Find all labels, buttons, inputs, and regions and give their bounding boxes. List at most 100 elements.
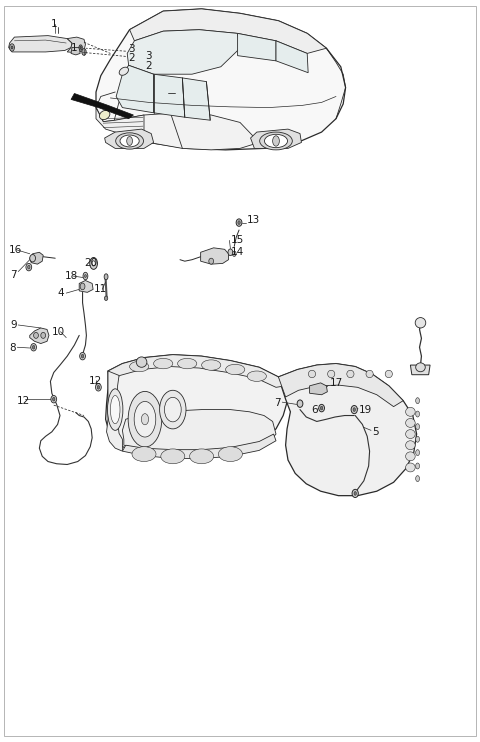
Ellipse shape xyxy=(321,406,323,410)
Text: 19: 19 xyxy=(359,404,372,415)
Ellipse shape xyxy=(385,370,393,378)
Polygon shape xyxy=(278,364,403,407)
Ellipse shape xyxy=(51,395,57,403)
Polygon shape xyxy=(127,30,240,74)
Ellipse shape xyxy=(354,491,356,496)
Ellipse shape xyxy=(236,219,242,226)
Ellipse shape xyxy=(120,135,139,147)
Ellipse shape xyxy=(116,133,144,149)
Polygon shape xyxy=(30,328,49,344)
Text: 11: 11 xyxy=(94,284,107,295)
Ellipse shape xyxy=(366,370,373,378)
Text: 6: 6 xyxy=(311,404,318,415)
Text: 7: 7 xyxy=(275,398,281,408)
Polygon shape xyxy=(108,355,286,387)
Text: 12: 12 xyxy=(17,395,30,406)
Ellipse shape xyxy=(132,447,156,462)
Ellipse shape xyxy=(164,398,181,421)
Text: 5: 5 xyxy=(372,427,379,437)
Text: 10: 10 xyxy=(52,326,65,337)
Polygon shape xyxy=(238,33,276,61)
Ellipse shape xyxy=(406,452,415,461)
Ellipse shape xyxy=(264,134,288,148)
Polygon shape xyxy=(276,41,308,73)
Ellipse shape xyxy=(218,447,242,462)
Polygon shape xyxy=(30,252,43,264)
Ellipse shape xyxy=(416,424,420,430)
Text: 14: 14 xyxy=(230,247,244,257)
Ellipse shape xyxy=(406,430,415,439)
Text: 20: 20 xyxy=(84,258,97,269)
Ellipse shape xyxy=(327,370,335,378)
Polygon shape xyxy=(71,93,133,119)
Ellipse shape xyxy=(134,401,156,437)
Ellipse shape xyxy=(159,390,186,429)
Ellipse shape xyxy=(79,45,83,50)
Polygon shape xyxy=(410,365,430,375)
Ellipse shape xyxy=(80,46,81,49)
Text: 8: 8 xyxy=(10,343,16,353)
Polygon shape xyxy=(96,108,144,135)
Ellipse shape xyxy=(97,386,100,389)
Ellipse shape xyxy=(416,450,420,456)
Ellipse shape xyxy=(136,357,147,367)
Polygon shape xyxy=(71,47,80,55)
Text: 18: 18 xyxy=(65,271,78,281)
Ellipse shape xyxy=(319,404,324,412)
Polygon shape xyxy=(107,371,122,451)
Ellipse shape xyxy=(90,257,97,269)
Ellipse shape xyxy=(247,371,266,381)
Ellipse shape xyxy=(260,132,292,150)
Polygon shape xyxy=(122,410,276,453)
Ellipse shape xyxy=(161,449,185,464)
Ellipse shape xyxy=(416,363,425,372)
Ellipse shape xyxy=(202,360,221,370)
Text: 3: 3 xyxy=(129,44,135,54)
Polygon shape xyxy=(201,248,228,264)
Ellipse shape xyxy=(226,364,245,375)
Text: 1: 1 xyxy=(50,19,57,29)
Ellipse shape xyxy=(406,441,415,450)
Ellipse shape xyxy=(406,463,415,472)
Ellipse shape xyxy=(99,111,110,119)
Ellipse shape xyxy=(108,389,123,430)
Ellipse shape xyxy=(27,265,30,269)
Ellipse shape xyxy=(92,260,96,266)
Ellipse shape xyxy=(352,489,358,497)
Text: 4: 4 xyxy=(58,288,64,298)
Text: 12: 12 xyxy=(89,375,102,386)
Polygon shape xyxy=(106,355,288,457)
Polygon shape xyxy=(154,74,185,117)
Text: 15: 15 xyxy=(230,235,244,246)
Ellipse shape xyxy=(297,400,303,407)
Ellipse shape xyxy=(10,44,14,51)
Ellipse shape xyxy=(26,263,32,271)
Ellipse shape xyxy=(406,407,415,416)
Ellipse shape xyxy=(347,370,354,378)
Ellipse shape xyxy=(406,418,415,427)
Ellipse shape xyxy=(154,358,173,369)
Ellipse shape xyxy=(415,318,426,328)
Ellipse shape xyxy=(353,407,355,411)
Text: 3: 3 xyxy=(145,50,152,61)
Ellipse shape xyxy=(128,392,162,447)
Ellipse shape xyxy=(273,136,279,146)
Ellipse shape xyxy=(127,137,132,145)
Ellipse shape xyxy=(30,255,36,262)
Ellipse shape xyxy=(96,384,101,391)
Ellipse shape xyxy=(32,345,35,349)
Ellipse shape xyxy=(104,274,108,280)
Ellipse shape xyxy=(31,344,36,351)
Ellipse shape xyxy=(238,221,240,224)
Ellipse shape xyxy=(232,251,236,256)
Ellipse shape xyxy=(308,370,316,378)
Ellipse shape xyxy=(110,395,120,424)
Ellipse shape xyxy=(416,398,420,404)
Text: 2: 2 xyxy=(145,62,152,71)
Ellipse shape xyxy=(416,476,420,482)
Ellipse shape xyxy=(416,436,420,442)
Ellipse shape xyxy=(81,354,84,358)
Ellipse shape xyxy=(142,414,149,424)
Polygon shape xyxy=(182,78,210,120)
Polygon shape xyxy=(130,9,326,53)
